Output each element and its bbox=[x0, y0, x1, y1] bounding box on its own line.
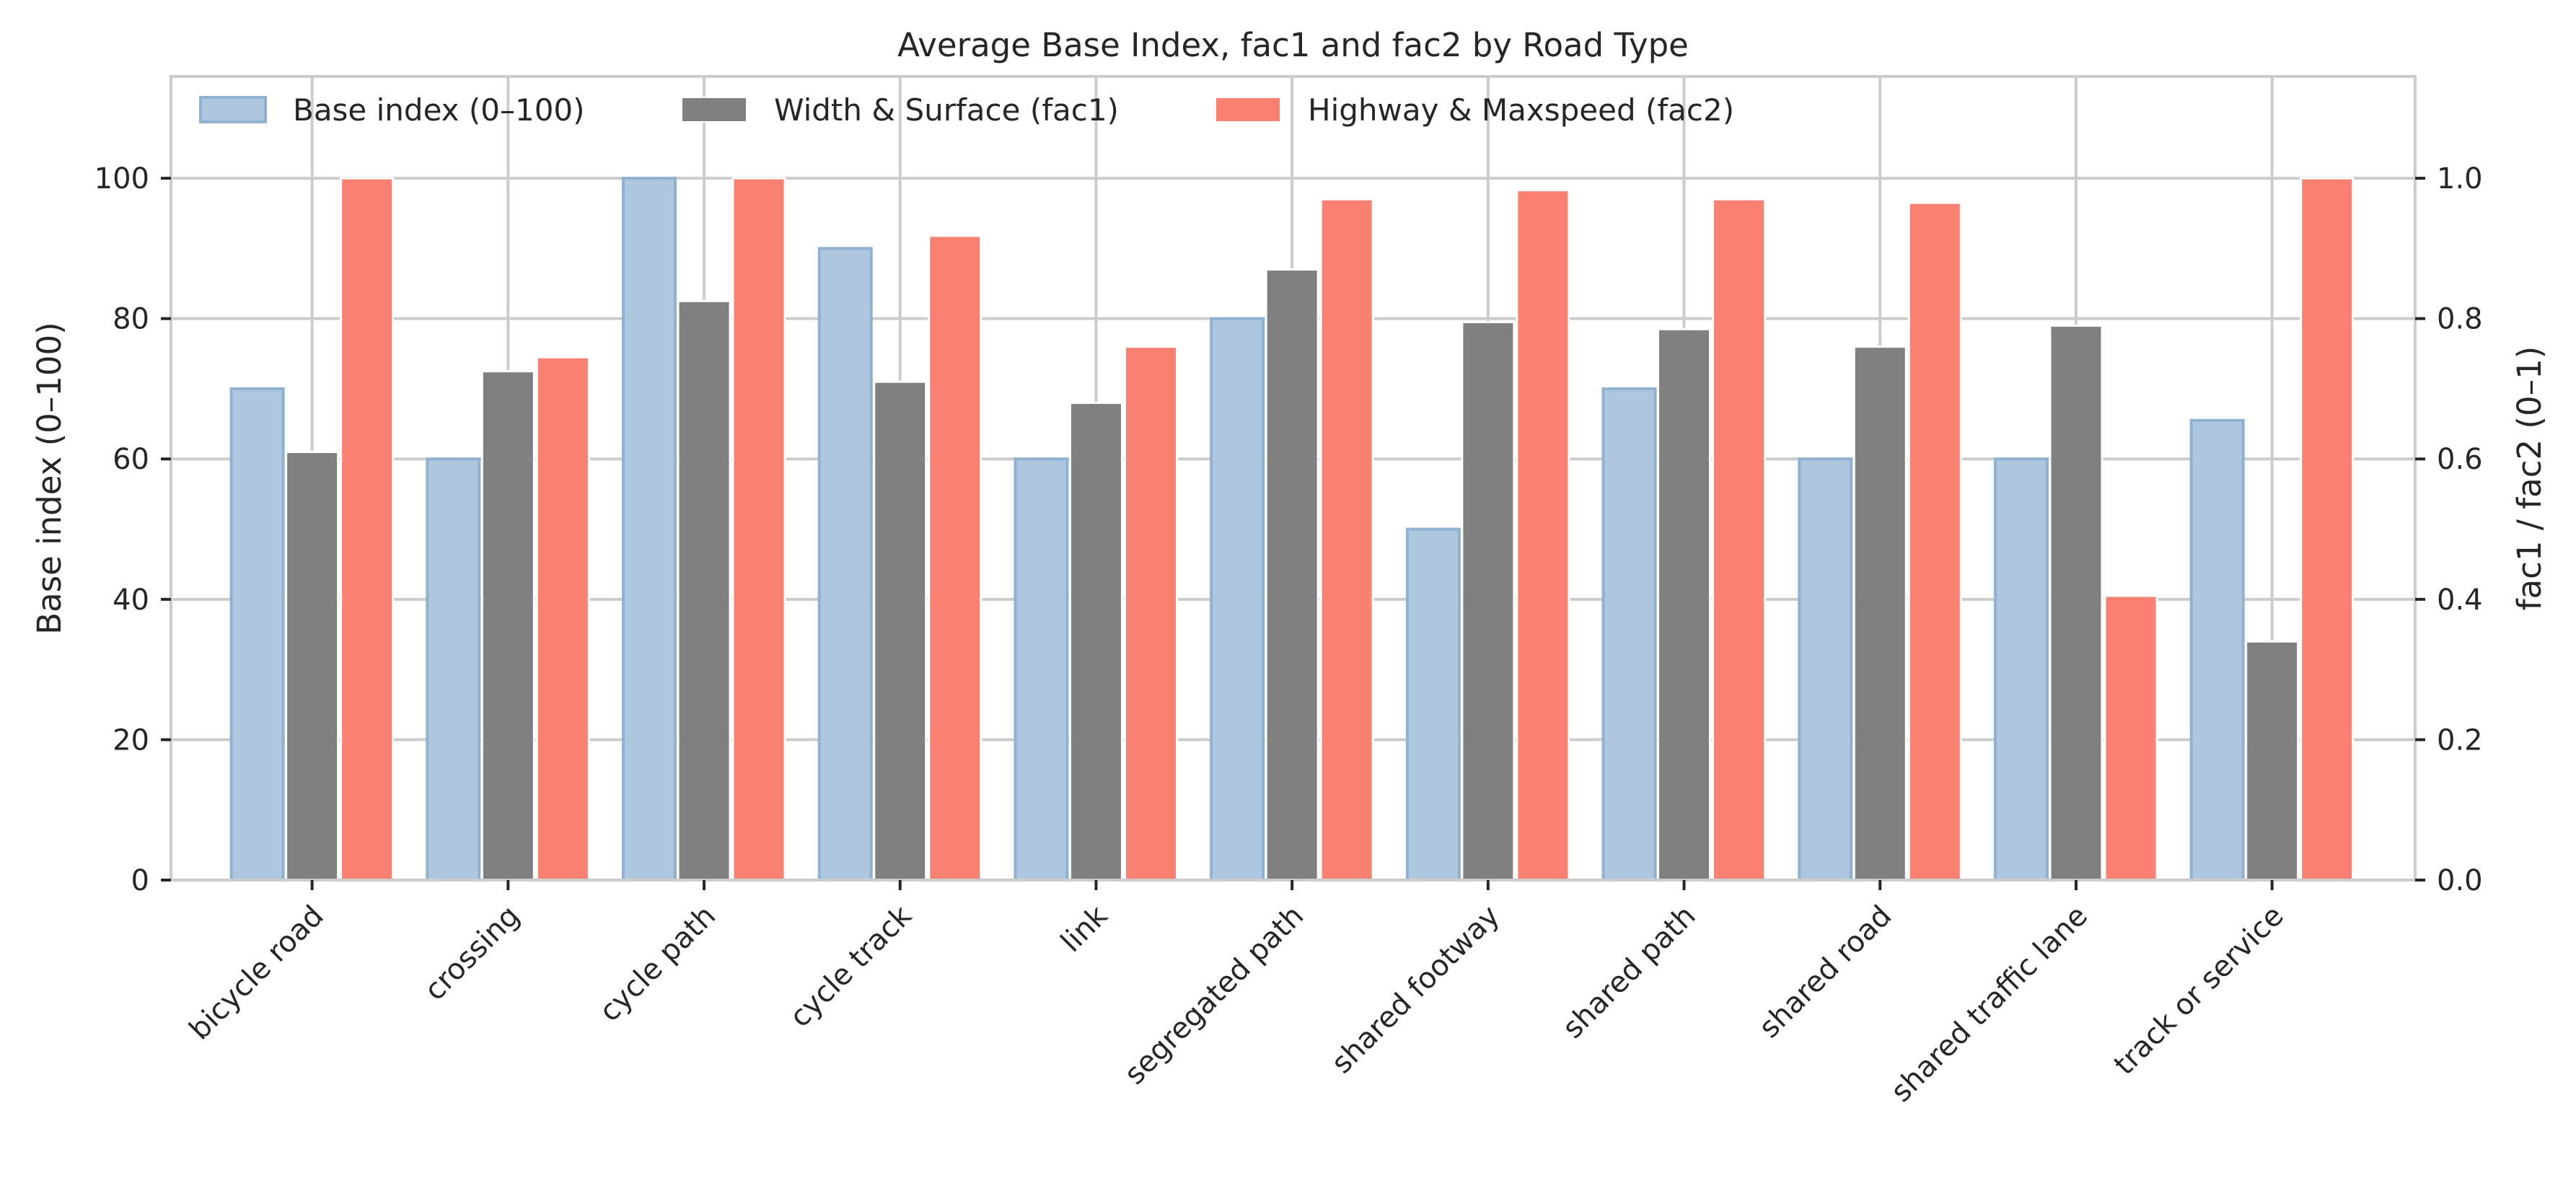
bar-fac1 bbox=[1657, 328, 1712, 882]
bar-base-index bbox=[1601, 387, 1657, 882]
right-tick-label: 0.0 bbox=[2437, 864, 2483, 897]
left-tick-label: 60 bbox=[113, 443, 149, 476]
x-tick-label: link bbox=[1055, 899, 1115, 959]
left-tick-label: 0 bbox=[131, 864, 149, 897]
bar-fac1 bbox=[480, 370, 535, 882]
bar-fac2 bbox=[1123, 346, 1178, 882]
bar-fac1 bbox=[873, 380, 928, 882]
x-axis: bicycle road crossing cycle path cycle trac… bbox=[183, 880, 2290, 1109]
left-y-axis: 0 20 40 60 80 100 bbox=[94, 162, 171, 897]
x-tick-label: cycle track bbox=[783, 899, 918, 1034]
x-tick-label: cycle path bbox=[593, 900, 722, 1029]
right-tick-label: 0.2 bbox=[2437, 724, 2483, 757]
bar-fac2 bbox=[1712, 198, 1767, 882]
left-y-axis-label: Base index (0–100) bbox=[30, 322, 69, 634]
chart-title: Average Base Index, fac1 and fac2 by Roa… bbox=[897, 26, 1689, 64]
right-tick-label: 0.8 bbox=[2437, 303, 2483, 336]
legend-swatch-base-index bbox=[199, 96, 267, 123]
bar-fac1 bbox=[2049, 324, 2104, 882]
bar-base-index bbox=[1210, 317, 1265, 882]
right-tick-label: 1.0 bbox=[2437, 162, 2483, 195]
bar-fac2 bbox=[535, 356, 590, 882]
legend-swatch-fac1 bbox=[681, 97, 747, 123]
bar-fac2 bbox=[1319, 198, 1374, 882]
x-tick-label: shared path bbox=[1556, 900, 1702, 1045]
bar-fac1 bbox=[1461, 321, 1516, 882]
bar-fac1 bbox=[1852, 346, 1907, 882]
right-y-axis: 0.0 0.2 0.4 0.6 0.8 1.0 bbox=[2415, 162, 2483, 897]
left-tick-label: 20 bbox=[113, 724, 149, 757]
x-tick-label: segregated path bbox=[1118, 900, 1310, 1091]
legend-swatch-fac2 bbox=[1215, 97, 1281, 123]
bar-fac2 bbox=[2104, 594, 2158, 882]
x-tick-label: shared road bbox=[1753, 900, 1898, 1045]
bar-base-index bbox=[817, 247, 873, 882]
bar-fac2 bbox=[731, 177, 786, 882]
bar-base-index bbox=[1405, 527, 1461, 882]
bar-fac1 bbox=[677, 299, 731, 882]
bar-fac1 bbox=[1068, 401, 1123, 882]
left-tick-label: 100 bbox=[94, 162, 149, 195]
bar-fac1 bbox=[285, 451, 340, 882]
bar-base-index bbox=[2189, 418, 2245, 882]
bar-fac2 bbox=[340, 177, 395, 882]
bar-base-index bbox=[1014, 457, 1069, 882]
bar-fac2 bbox=[928, 234, 983, 882]
right-tick-label: 0.4 bbox=[2437, 584, 2483, 617]
right-y-axis-label: fac1 / fac2 (0–1) bbox=[2510, 346, 2549, 611]
legend: Base index (0–100) Width & Surface (fac1)… bbox=[199, 92, 1734, 128]
x-tick-label: crossing bbox=[418, 900, 527, 1008]
x-tick-label: shared traffic lane bbox=[1885, 900, 2094, 1109]
bar-base-index bbox=[1993, 457, 2049, 882]
x-tick-label: bicycle road bbox=[183, 900, 330, 1047]
legend-label-base-index: Base index (0–100) bbox=[293, 92, 585, 128]
bar-base-index bbox=[622, 177, 677, 882]
right-tick-label: 0.6 bbox=[2437, 443, 2483, 476]
x-tick-label: shared footway bbox=[1325, 900, 1506, 1081]
legend-label-fac1: Width & Surface (fac1) bbox=[774, 92, 1119, 128]
bar-fac2 bbox=[1907, 201, 1962, 882]
bars bbox=[229, 177, 2355, 882]
bar-base-index bbox=[1798, 457, 1853, 882]
legend-label-fac2: Highway & Maxspeed (fac2) bbox=[1308, 92, 1734, 128]
bar-base-index bbox=[426, 457, 481, 882]
bar-fac1 bbox=[1265, 268, 1319, 882]
left-tick-label: 40 bbox=[113, 584, 149, 617]
bar-fac2 bbox=[2300, 177, 2355, 882]
left-tick-label: 80 bbox=[113, 303, 149, 336]
bar-fac2 bbox=[1516, 189, 1570, 882]
bar-fac1 bbox=[2245, 640, 2300, 882]
bar-base-index bbox=[229, 387, 285, 882]
x-tick-label: track or service bbox=[2108, 900, 2290, 1082]
